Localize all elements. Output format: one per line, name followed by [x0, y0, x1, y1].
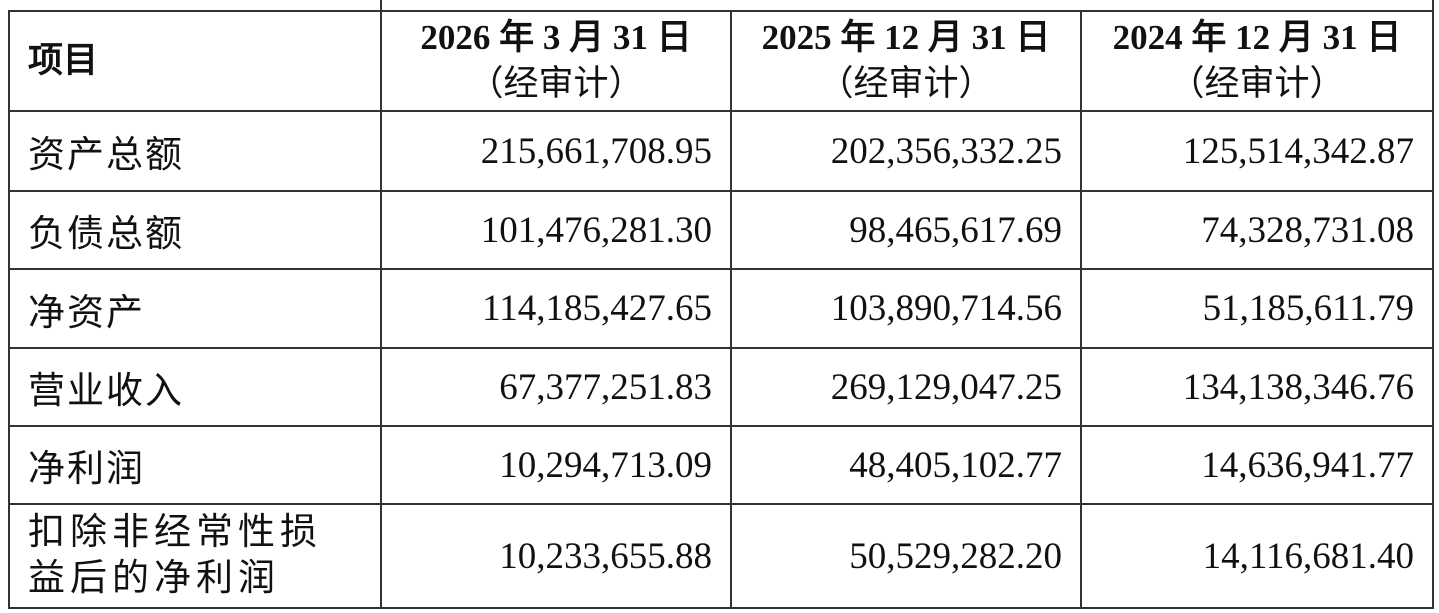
- value-cell: 10,233,655.88: [380, 503, 732, 609]
- header-row: 项目 2026 年 3 月 31 日 （经审计） 2025 年 12 月 31 日…: [8, 10, 1434, 112]
- value-cell: 98,465,617.69: [730, 190, 1082, 270]
- value-cell: 51,185,611.79: [1080, 268, 1434, 349]
- value-cell: 74,328,731.08: [1080, 190, 1434, 270]
- value-cell: 50,529,282.20: [730, 503, 1082, 609]
- header-cell: 2026 年 3 月 31 日 （经审计）: [380, 10, 732, 112]
- table-row: 净资产 114,185,427.65 103,890,714.56 51,185,61…: [8, 268, 1434, 349]
- value-cell: 134,138,346.76: [1080, 347, 1434, 427]
- border-stub: [1432, 0, 1434, 10]
- value-cell: 14,116,681.40: [1080, 503, 1434, 609]
- value-cell: 101,476,281.30: [380, 190, 732, 270]
- value-cell: 14,636,941.77: [1080, 425, 1434, 505]
- value-cell: 125,514,342.87: [1080, 110, 1434, 192]
- header-note: （经审计）: [1169, 64, 1345, 103]
- table-body: 资产总额 215,661,708.95 202,356,332.25 125,514,…: [8, 110, 1434, 609]
- table-row: 扣除非经常性损益后的净利润 10,233,655.88 50,529,282.20 1…: [8, 503, 1434, 609]
- row-label: 净利润: [8, 425, 382, 505]
- row-label: 负债总额: [8, 190, 382, 270]
- header-date: 2024 年 12 月 31 日: [1112, 18, 1402, 57]
- header-note: （经审计）: [468, 64, 644, 103]
- value-cell: 215,661,708.95: [380, 110, 732, 192]
- border-stub: [380, 0, 382, 10]
- header-note: （经审计）: [818, 64, 994, 103]
- value-cell: 10,294,713.09: [380, 425, 732, 505]
- value-cell: 269,129,047.25: [730, 347, 1082, 427]
- table-row: 负债总额 101,476,281.30 98,465,617.69 74,328,73…: [8, 190, 1434, 270]
- row-label: 扣除非经常性损益后的净利润: [8, 503, 382, 609]
- financial-table: 项目 2026 年 3 月 31 日 （经审计） 2025 年 12 月 31 日…: [8, 10, 1434, 609]
- header-cell: 2024 年 12 月 31 日 （经审计）: [1080, 10, 1434, 112]
- header-date: 2025 年 12 月 31 日: [761, 18, 1051, 57]
- value-cell: 48,405,102.77: [730, 425, 1082, 505]
- value-cell: 103,890,714.56: [730, 268, 1082, 349]
- row-label: 净资产: [8, 268, 382, 349]
- header-cell: 项目: [8, 10, 382, 112]
- value-cell: 114,185,427.65: [380, 268, 732, 349]
- row-label: 资产总额: [8, 110, 382, 192]
- value-cell: 202,356,332.25: [730, 110, 1082, 192]
- header-date: 2026 年 3 月 31 日: [420, 18, 692, 57]
- table-row: 净利润 10,294,713.09 48,405,102.77 14,636,941.…: [8, 425, 1434, 505]
- table-row: 营业收入 67,377,251.83 269,129,047.25 134,138,3…: [8, 347, 1434, 427]
- value-cell: 67,377,251.83: [380, 347, 732, 427]
- table-row: 资产总额 215,661,708.95 202,356,332.25 125,514,…: [8, 110, 1434, 192]
- header-cell: 2025 年 12 月 31 日 （经审计）: [730, 10, 1082, 112]
- row-label: 营业收入: [8, 347, 382, 427]
